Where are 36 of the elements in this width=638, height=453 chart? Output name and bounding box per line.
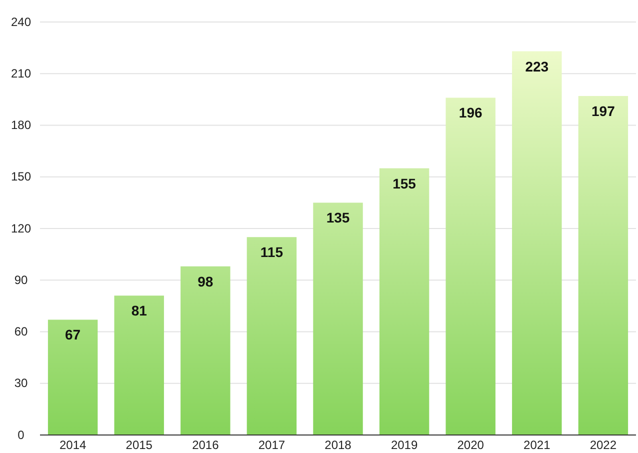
x-tick-label: 2017 xyxy=(258,438,286,452)
x-tick-label: 2021 xyxy=(524,438,551,452)
y-tick-label: 240 xyxy=(10,14,32,29)
x-tick-label: 2020 xyxy=(457,438,484,452)
bar xyxy=(446,98,496,435)
bar xyxy=(578,96,628,435)
data-label: 98 xyxy=(198,273,214,290)
y-tick-label: 210 xyxy=(10,66,32,80)
x-tick-label: 2022 xyxy=(590,438,617,452)
data-label: 81 xyxy=(131,302,148,319)
y-tick-label: 0 xyxy=(18,428,25,442)
x-tick-label: 2016 xyxy=(192,438,220,452)
bar xyxy=(379,168,430,435)
y-tick-label: 90 xyxy=(14,272,28,287)
data-label: 196 xyxy=(458,104,482,121)
y-tick-label: 150 xyxy=(10,170,32,184)
data-label: 155 xyxy=(392,175,416,192)
data-label: 223 xyxy=(525,58,549,74)
x-tick-label: 2014 xyxy=(59,438,86,452)
bar xyxy=(512,51,562,435)
y-tick-label: 120 xyxy=(10,221,32,236)
x-tick-label: 2015 xyxy=(126,438,153,452)
y-tick-label: 60 xyxy=(14,324,28,339)
bar xyxy=(246,237,297,435)
bar xyxy=(313,202,363,435)
bar xyxy=(180,266,230,435)
data-label: 115 xyxy=(260,244,284,260)
data-label: 135 xyxy=(326,210,350,226)
data-label: 67 xyxy=(65,326,81,343)
x-tick-label: 2019 xyxy=(390,438,418,452)
y-tick-label: 180 xyxy=(10,118,32,132)
bar xyxy=(114,296,164,435)
y-tick-label: 30 xyxy=(14,376,28,390)
x-tick-label: 2018 xyxy=(324,438,352,452)
data-label: 197 xyxy=(592,102,616,119)
bar xyxy=(48,320,98,435)
